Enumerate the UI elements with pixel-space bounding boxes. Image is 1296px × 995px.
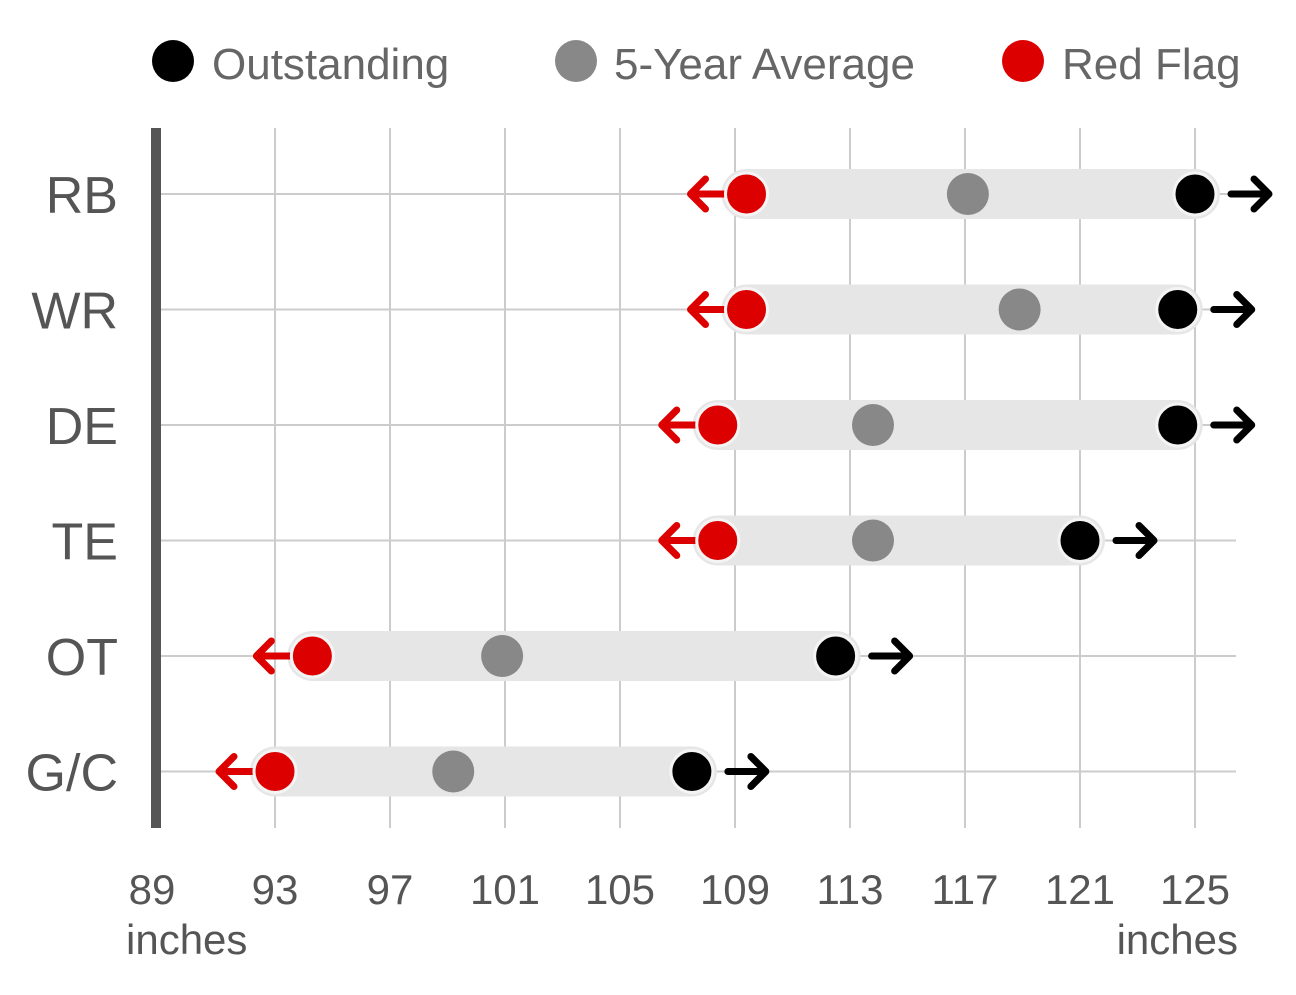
- tick-label-97: 97: [367, 866, 414, 913]
- tick-label-117: 117: [932, 866, 999, 913]
- arrow-right-te: [1112, 522, 1158, 559]
- row-label-gc: G/C: [26, 745, 118, 803]
- dot-red-flag-te: [695, 518, 741, 563]
- dot-red-flag-gc: [252, 749, 298, 794]
- tick-label-101: 101: [470, 866, 540, 913]
- legend-dot-average: [555, 40, 597, 82]
- legend-label-outstanding: Outstanding: [212, 40, 449, 89]
- dot-average-gc: [432, 750, 475, 793]
- tick-label-121: 121: [1045, 866, 1115, 913]
- tick-label-105: 105: [585, 866, 655, 913]
- arrow-left-de: [658, 406, 704, 444]
- arrow-right-ot: [868, 637, 914, 675]
- arrow-right-de: [1210, 406, 1256, 444]
- dot-outstanding-rb: [1172, 171, 1218, 217]
- tick-label-109: 109: [700, 866, 770, 913]
- grid: [160, 128, 1236, 828]
- dot-red-flag-rb: [724, 171, 769, 217]
- row-gc: G/C: [26, 745, 770, 803]
- row-label-te: TE: [52, 514, 118, 572]
- y-axis-line: [151, 128, 161, 828]
- row-label-ot: OT: [46, 629, 118, 687]
- row-de: DE: [46, 398, 1256, 456]
- dot-average-de: [852, 404, 894, 446]
- dot-outstanding-ot: [813, 633, 859, 679]
- dot-outstanding-de: [1155, 402, 1201, 448]
- arrow-left-gc: [215, 753, 261, 790]
- row-te: TE: [52, 514, 1158, 572]
- tick-label-125: 125: [1160, 866, 1230, 913]
- arrow-right-gc: [724, 753, 770, 790]
- legend-label-red_flag: Red Flag: [1062, 40, 1241, 89]
- row-rb: RB: [46, 167, 1273, 225]
- tick-label-89: 89: [129, 866, 176, 913]
- dot-red-flag-ot: [289, 633, 335, 679]
- dot-average-te: [852, 519, 894, 562]
- dot-outstanding-te: [1057, 518, 1103, 563]
- dot-outstanding-gc: [669, 749, 715, 794]
- dot-red-flag-de: [695, 402, 741, 448]
- legend-dot-red_flag: [1002, 40, 1044, 82]
- row-label-de: DE: [46, 398, 118, 456]
- dot-red-flag-wr: [724, 287, 769, 332]
- rows: RB WR DE TE OT G/C: [26, 167, 1273, 803]
- arrow-right-wr: [1210, 291, 1256, 328]
- row-wr: WR: [31, 283, 1256, 341]
- row-label-rb: RB: [46, 167, 118, 225]
- arrow-right-rb: [1227, 175, 1273, 213]
- tick-label-113: 113: [817, 866, 884, 913]
- dot-average-rb: [946, 173, 989, 215]
- row-label-wr: WR: [31, 283, 118, 341]
- unit-label-right: inches: [1117, 916, 1238, 963]
- legend: Outstanding 5-Year Average Red Flag: [152, 40, 1241, 89]
- legend-dot-outstanding: [152, 40, 194, 82]
- arrow-left-wr: [687, 291, 732, 328]
- arrow-left-te: [658, 522, 704, 559]
- tick-label-93: 93: [252, 866, 299, 913]
- dot-average-wr: [998, 288, 1041, 331]
- row-ot: OT: [46, 629, 914, 687]
- arrow-left-ot: [252, 637, 298, 675]
- legend-label-average: 5-Year Average: [614, 40, 915, 89]
- dot-average-ot: [481, 635, 524, 677]
- dot-outstanding-wr: [1155, 287, 1201, 332]
- arrow-left-rb: [687, 175, 732, 213]
- unit-label-left: inches: [126, 916, 247, 963]
